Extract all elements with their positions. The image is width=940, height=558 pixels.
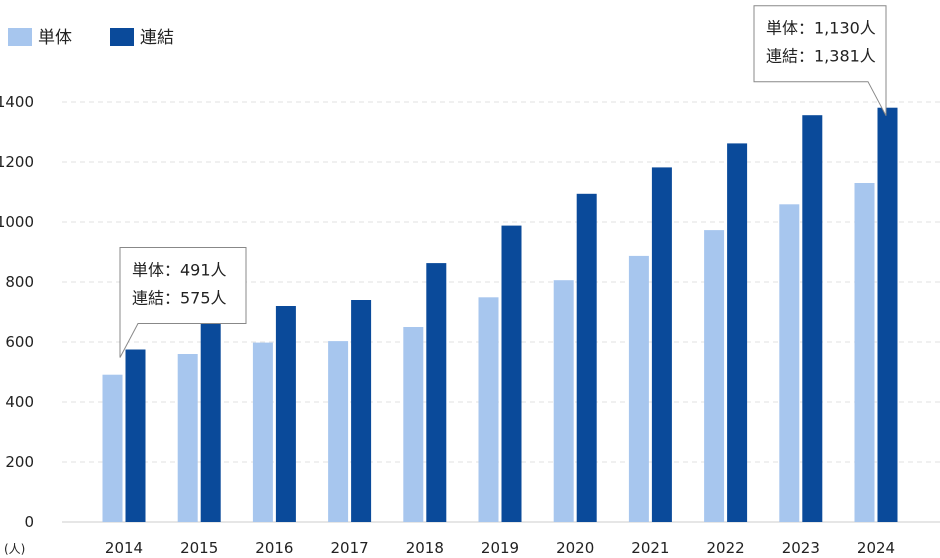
legend-label: 単体 bbox=[38, 28, 72, 48]
y-tick-label: 0 bbox=[24, 513, 34, 531]
x-tick-label: 2016 bbox=[255, 539, 293, 557]
y-unit-label: (人) bbox=[4, 542, 25, 556]
callout-text: 単体：491人 bbox=[132, 261, 227, 280]
y-axis: 0 200 400 600 800 1000 1200 1400 bbox=[0, 93, 34, 531]
callout-box bbox=[753, 5, 887, 116]
x-tick-label: 2023 bbox=[782, 539, 820, 557]
bar-renketsu-2021 bbox=[651, 167, 672, 522]
bar-renketsu-2020 bbox=[576, 193, 597, 523]
y-tick-label: 800 bbox=[5, 273, 34, 291]
bar-tantai-2020 bbox=[553, 280, 574, 522]
y-tick-label: 600 bbox=[5, 333, 34, 351]
x-tick-label: 2019 bbox=[481, 539, 519, 557]
legend-label: 連結 bbox=[140, 28, 174, 48]
bar-tantai-2019 bbox=[478, 297, 499, 522]
bar-tantai-2022 bbox=[704, 230, 725, 522]
legend-swatch bbox=[110, 28, 134, 46]
bar-renketsu-2024 bbox=[877, 107, 898, 522]
bar-tantai-2016 bbox=[252, 342, 273, 522]
x-tick-label: 2017 bbox=[331, 539, 369, 557]
callout-box bbox=[119, 247, 247, 358]
bar-tantai-2021 bbox=[628, 255, 649, 522]
bar-renketsu-2014 bbox=[125, 349, 146, 522]
bar-tantai-2017 bbox=[328, 341, 349, 522]
y-tick-label: 1000 bbox=[0, 213, 34, 231]
y-tick-label: 200 bbox=[5, 453, 34, 471]
bar-renketsu-2015 bbox=[200, 318, 221, 522]
bar-tantai-2015 bbox=[177, 354, 198, 522]
y-tick-label: 1400 bbox=[0, 93, 34, 111]
x-axis: 2014 2015 2016 2017 2018 2019 2020 2021 2022 2023… bbox=[105, 539, 895, 557]
bar-renketsu-2017 bbox=[351, 300, 372, 522]
x-tick-label: 2024 bbox=[857, 539, 895, 557]
bar-renketsu-2018 bbox=[426, 263, 447, 522]
legend: 単体 連結 bbox=[8, 28, 174, 48]
bar-tantai-2024 bbox=[854, 183, 875, 522]
x-tick-label: 2014 bbox=[105, 539, 143, 557]
bar-renketsu-2023 bbox=[802, 115, 823, 522]
y-tick-label: 400 bbox=[5, 393, 34, 411]
callout-text: 連結：1,381人 bbox=[766, 47, 876, 66]
y-tick-label: 1200 bbox=[0, 153, 34, 171]
x-tick-label: 2018 bbox=[406, 539, 444, 557]
x-tick-label: 2020 bbox=[556, 539, 594, 557]
bar-tantai-2014 bbox=[102, 374, 123, 522]
bar-renketsu-2019 bbox=[501, 225, 522, 522]
callout-text: 単体：1,130人 bbox=[766, 19, 876, 38]
bars bbox=[102, 107, 898, 523]
x-tick-label: 2022 bbox=[707, 539, 745, 557]
callout-text: 連結：575人 bbox=[132, 289, 227, 308]
bar-tantai-2023 bbox=[779, 204, 800, 523]
bar-tantai-2018 bbox=[403, 327, 424, 522]
bar-renketsu-2022 bbox=[727, 143, 748, 522]
legend-swatch bbox=[8, 28, 32, 46]
x-tick-label: 2021 bbox=[631, 539, 669, 557]
bar-renketsu-2016 bbox=[275, 306, 296, 522]
x-tick-label: 2015 bbox=[180, 539, 218, 557]
